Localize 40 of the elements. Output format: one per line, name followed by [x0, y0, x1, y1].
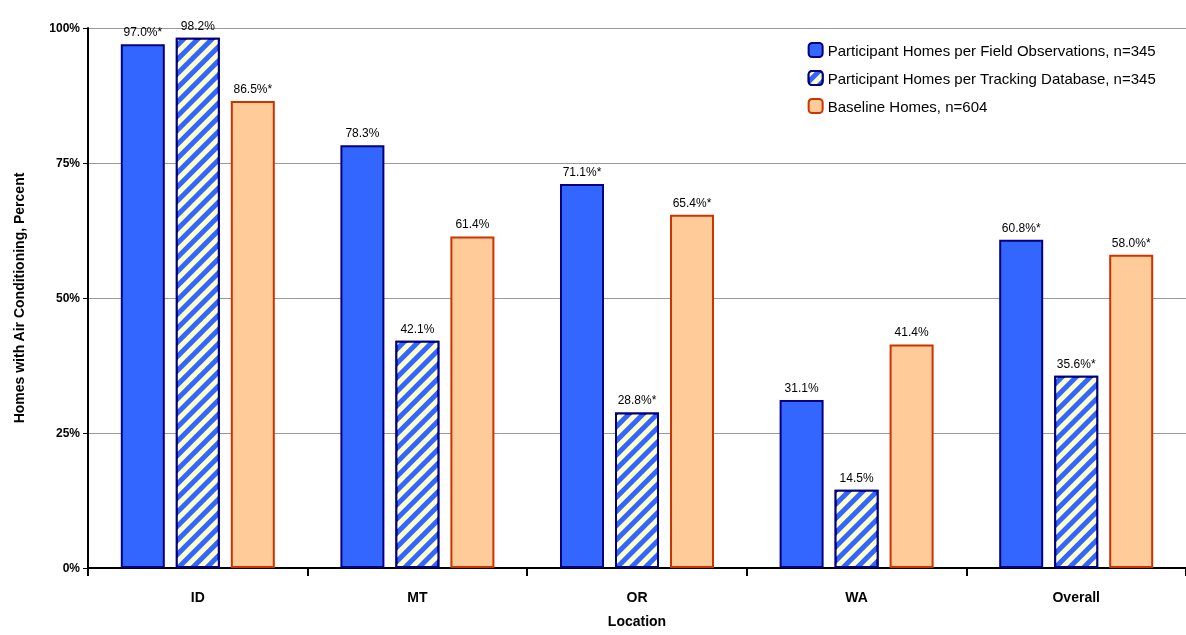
bar — [1109, 254, 1154, 568]
bar — [560, 184, 604, 568]
data-label: 42.1% — [400, 321, 435, 336]
data-label: 61.4% — [455, 217, 490, 232]
bar — [120, 44, 165, 568]
y-tick-label: 100% — [49, 21, 81, 35]
x-axis-title: Location — [607, 613, 667, 629]
data-label: 41.4% — [894, 325, 929, 340]
data-label: 65.4%* — [672, 195, 712, 210]
legend-label: Participant Homes per Tracking Database, n=345 — [827, 69, 1156, 87]
data-label: 28.8%* — [617, 393, 657, 408]
data-label: 58.0%* — [1111, 235, 1151, 250]
x-tick-label: ID — [190, 589, 205, 605]
y-tick-label: 0% — [62, 561, 81, 575]
bar — [340, 145, 385, 568]
y-tick-label: 25% — [55, 426, 81, 440]
data-label: 60.8%* — [1001, 220, 1041, 235]
bar — [450, 236, 495, 568]
bar — [779, 400, 824, 568]
legend-label: Baseline Homes, n=604 — [827, 97, 988, 115]
data-label: 86.5%* — [233, 81, 273, 96]
data-label: 35.6%* — [1056, 356, 1096, 371]
bar — [999, 239, 1044, 568]
y-tick-label: 50% — [55, 291, 81, 305]
legend-label: Participant Homes per Field Observations, n=345 — [827, 41, 1156, 59]
bar — [889, 344, 934, 568]
data-label: 71.1%* — [562, 165, 602, 180]
y-axis-title: Homes with Air Conditioning, Percent — [11, 172, 27, 424]
x-tick-label: OR — [626, 589, 648, 605]
data-label: 97.0%* — [123, 25, 163, 40]
x-tick-label: Overall — [1052, 589, 1100, 605]
data-label: 98.2% — [180, 18, 216, 33]
bar — [230, 100, 275, 568]
data-label: 14.5% — [839, 470, 874, 485]
data-label: 78.3% — [345, 126, 380, 141]
y-tick-label: 75% — [55, 156, 81, 170]
x-tick-label: MT — [407, 589, 428, 605]
data-label: 31.1% — [784, 381, 819, 396]
bar — [670, 214, 714, 568]
x-tick-label: WA — [845, 589, 868, 605]
